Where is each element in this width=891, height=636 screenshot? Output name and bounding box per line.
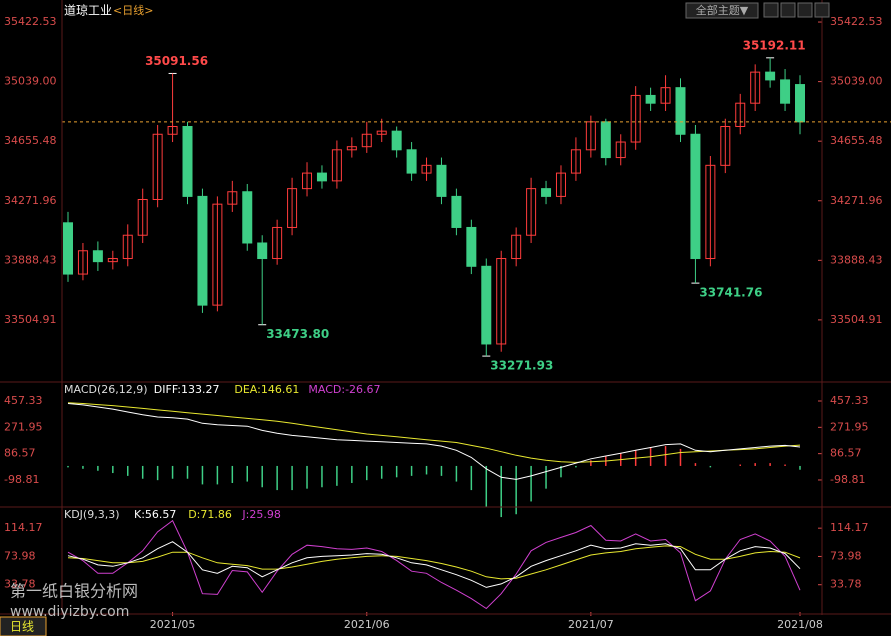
y-tick-label: -98.81 bbox=[4, 473, 39, 486]
y-tick-label: 35422.53 bbox=[830, 15, 883, 28]
theme-button-label[interactable]: 全部主题▼ bbox=[696, 3, 749, 17]
y-tick-label: 271.95 bbox=[4, 420, 43, 433]
y-tick-label: 33504.91 bbox=[4, 313, 57, 326]
y-tick-label: 33.78 bbox=[830, 578, 862, 591]
y-tick-label: 457.33 bbox=[4, 394, 43, 407]
indicator-title: KDJ(9,3,3) bbox=[64, 508, 120, 521]
period: <日线> bbox=[113, 3, 153, 17]
legend-entry: J:25.98 bbox=[241, 508, 280, 521]
y-tick-label: 271.95 bbox=[830, 420, 869, 433]
footer-tab-label[interactable]: 日线 bbox=[10, 620, 34, 634]
legend-entry: DIFF:133.27 bbox=[154, 383, 220, 396]
y-tick-label: 34271.96 bbox=[830, 194, 883, 207]
y-tick-label: 73.98 bbox=[4, 549, 36, 562]
chart-title: 道琼工业 bbox=[64, 3, 112, 18]
y-tick-label: 33.78 bbox=[4, 578, 36, 591]
indicator-line bbox=[67, 545, 801, 580]
x-tick-label: 2021/07 bbox=[568, 618, 614, 631]
legend-entry: MACD:-26.67 bbox=[308, 383, 380, 396]
x-tick-label: 2021/08 bbox=[777, 618, 823, 631]
tool-button[interactable] bbox=[814, 2, 830, 18]
y-tick-label: -98.81 bbox=[830, 473, 865, 486]
footer-tab[interactable] bbox=[0, 616, 47, 636]
indicator-line bbox=[67, 519, 801, 610]
indicator-line bbox=[67, 402, 801, 463]
extreme-label: 33271.93 bbox=[490, 359, 553, 373]
x-tick-label: 2021/06 bbox=[344, 618, 390, 631]
legend-entry: D:71.86 bbox=[188, 508, 232, 521]
y-tick-label: 34271.96 bbox=[4, 194, 57, 207]
y-tick-label: 35039.00 bbox=[4, 75, 57, 88]
y-tick-label: 114.17 bbox=[4, 521, 43, 534]
y-tick-label: 34655.48 bbox=[4, 134, 57, 147]
y-tick-label: 86.57 bbox=[4, 447, 36, 460]
indicator-line bbox=[67, 403, 801, 480]
indicator-line bbox=[67, 541, 801, 588]
extreme-label: 33741.76 bbox=[699, 286, 762, 300]
watermark: 第一纸白银分析网 bbox=[10, 582, 138, 601]
y-tick-label: 73.98 bbox=[830, 549, 862, 562]
extreme-label: 33473.80 bbox=[266, 327, 329, 341]
theme-button[interactable] bbox=[685, 2, 759, 19]
tool-button[interactable] bbox=[763, 2, 779, 18]
legend-entry: DEA:146.61 bbox=[234, 383, 299, 396]
y-tick-label: 33504.91 bbox=[830, 313, 883, 326]
y-tick-label: 35422.53 bbox=[4, 15, 57, 28]
y-tick-label: 33888.43 bbox=[4, 253, 57, 266]
tool-button[interactable] bbox=[797, 2, 813, 18]
x-tick-label: 2021/05 bbox=[150, 618, 196, 631]
indicator-title: MACD(26,12,9) bbox=[64, 383, 148, 396]
y-tick-label: 86.57 bbox=[830, 447, 862, 460]
y-tick-label: 33888.43 bbox=[830, 253, 883, 266]
tool-button[interactable] bbox=[780, 2, 796, 18]
watermark: www.diyizby.com bbox=[10, 604, 129, 620]
legend-entry: K:56.57 bbox=[134, 508, 176, 521]
y-tick-label: 457.33 bbox=[830, 394, 869, 407]
y-tick-label: 35039.00 bbox=[830, 75, 883, 88]
extreme-label: 35192.11 bbox=[743, 38, 806, 52]
y-tick-label: 114.17 bbox=[830, 521, 869, 534]
extreme-label: 35091.56 bbox=[145, 54, 208, 68]
y-tick-label: 34655.48 bbox=[830, 134, 883, 147]
